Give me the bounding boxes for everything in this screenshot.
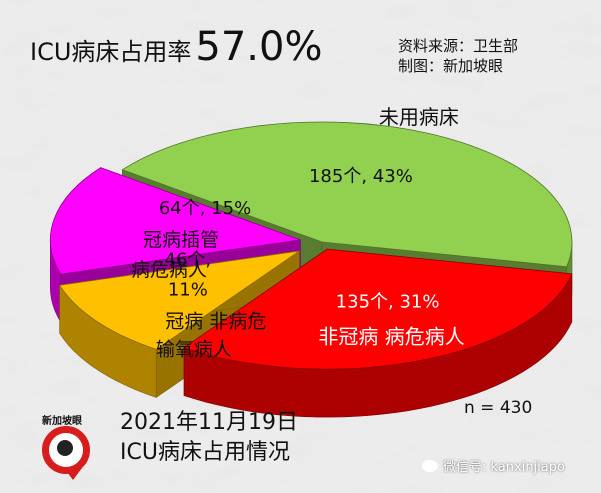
slice-top-1: [121, 121, 573, 268]
brand-name: 新加坡眼: [42, 416, 82, 427]
source-line: 资料来源：卫生部: [398, 37, 519, 55]
sample-size: n = 430: [464, 398, 533, 418]
slice-name-2-1: 非冠病 病危病人: [318, 324, 464, 348]
pie-chart: 未用病床 185个, 43% 135个, 31% 非冠病 病危病人 46个, 11% 冠病 …: [50, 105, 573, 418]
slice-top-2: [183, 248, 573, 370]
occupancy-rate: 57.0%: [195, 24, 323, 70]
slice-value-1: 185个, 43%: [309, 166, 413, 187]
slice-name-1-1: 未用病床: [379, 105, 459, 129]
slice-value-4: 64个, 15%: [159, 198, 251, 219]
occupancy-label: ICU病床占用率: [30, 38, 192, 66]
eye-logo-icon: [42, 426, 90, 474]
slice-name-4-2: 病危病人: [131, 259, 207, 281]
wechat-icon: [422, 460, 438, 472]
slice-value-3-1: 46个,: [165, 250, 212, 271]
slice-name-3-1: 冠病 非病危: [165, 311, 266, 333]
slice-name-4-1: 冠病插管: [143, 229, 219, 251]
occupancy-headline: ICU病床占用率 57.0%: [30, 24, 322, 70]
slice-top-3: [59, 250, 300, 350]
slice-top-4: [50, 167, 301, 275]
logo-pointer-icon: [64, 468, 82, 480]
date-caption: 2021年11月19日 ICU病床占用情况: [120, 408, 298, 468]
caption-text: ICU病床占用情况: [120, 440, 290, 465]
source-credit: 资料来源：卫生部 制图：新加坡眼: [398, 36, 518, 76]
brand-logo: 新加坡眼: [28, 412, 106, 482]
slice-value-2: 135个, 31%: [336, 291, 440, 312]
wechat-id: 微信号: kanxinjiapo: [443, 460, 565, 475]
pie-slice-2: [183, 248, 573, 418]
wechat-watermark: 微信号: kanxinjiapo: [422, 456, 565, 475]
slice-name-3-2: 输氧病人: [156, 339, 232, 361]
date-text: 2021年11月19日: [120, 410, 298, 435]
chart-credit-line: 制图：新加坡眼: [398, 57, 504, 75]
slice-value-3-2: 11%: [168, 280, 208, 301]
